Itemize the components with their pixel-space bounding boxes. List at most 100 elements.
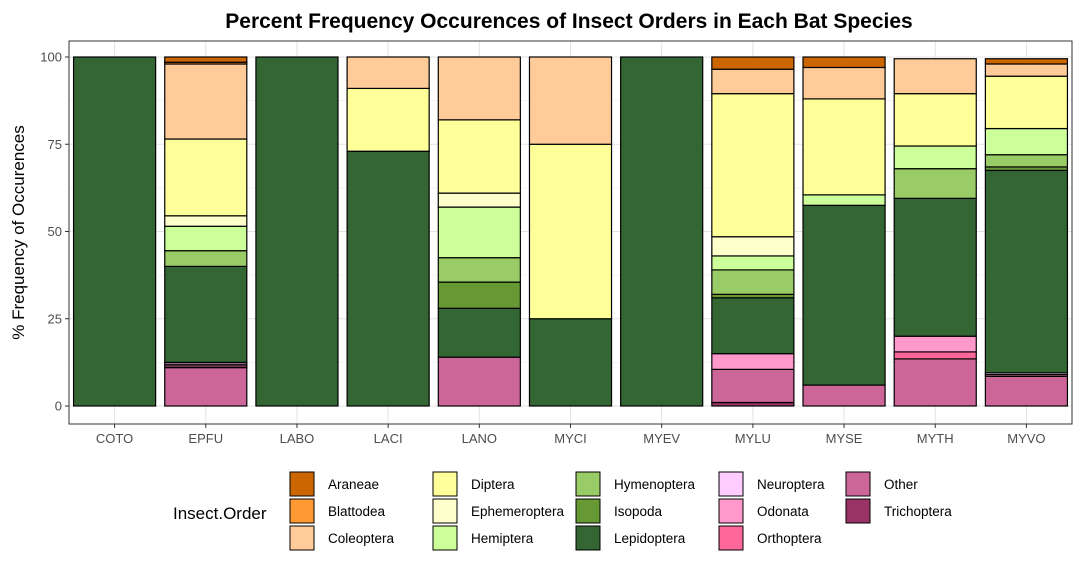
- bar-mylu-other: [711, 368, 795, 404]
- bar-epfu-diptera: [164, 138, 248, 217]
- bar-myth-coleoptera: [893, 58, 977, 95]
- bar-mylu-diptera: [711, 93, 795, 238]
- bar-laci-lepidoptera: [346, 150, 430, 407]
- y-tick-label: 25: [48, 311, 62, 326]
- bar-epfu-hymenoptera: [164, 250, 248, 268]
- x-tick-label-myth: MYTH: [917, 431, 954, 446]
- y-axis-title: % Frequency of Occurences: [9, 125, 28, 339]
- legend-label-araneae: Araneae: [328, 477, 379, 492]
- bar-mylu-hemiptera: [711, 255, 795, 271]
- legend-label-other: Other: [884, 477, 918, 492]
- x-tick-label-myci: MYCI: [554, 431, 587, 446]
- y-axis-ticks: 0 25 50 75 100: [40, 50, 69, 414]
- bar-myth-diptera: [893, 93, 977, 147]
- x-tick-label-laci: LACI: [374, 431, 403, 446]
- y-tick-label: 50: [48, 224, 62, 239]
- bar-myse-other: [802, 384, 886, 407]
- bar-epfu-hemiptera: [164, 225, 248, 252]
- bar-myvo-other: [984, 375, 1069, 407]
- bar-mylu-hymenoptera: [711, 269, 795, 295]
- bar-epfu-other: [164, 367, 248, 407]
- bar-myci-coleoptera: [528, 56, 613, 145]
- legend-key-hymenoptera: [575, 471, 601, 497]
- bar-mylu-lepidoptera: [711, 297, 795, 355]
- bar-lano-isopoda: [437, 281, 521, 309]
- x-tick-label-lano: LANO: [462, 431, 497, 446]
- bar-mylu-odonata: [711, 353, 795, 370]
- bar-laci-diptera: [346, 87, 430, 152]
- legend-label-blattodea: Blattodea: [328, 504, 386, 519]
- legend-key-neuroptera: [718, 471, 744, 497]
- x-axis-ticks: COTO EPFU LABO LACI LANO MYCI MYEV MYLU MYSE MYTH…: [96, 424, 1046, 446]
- bar-epfu-ephemeroptera: [164, 215, 248, 227]
- x-tick-label-myvo: MYVO: [1007, 431, 1045, 446]
- legend-key-ephemeroptera: [432, 498, 458, 524]
- bar-myse-coleoptera: [802, 66, 886, 100]
- x-tick-label-mylu: MYLU: [735, 431, 771, 446]
- legend-key-trichoptera: [845, 498, 871, 524]
- legend-label-lepidoptera: Lepidoptera: [614, 531, 686, 546]
- x-tick-label-labo: LABO: [280, 431, 315, 446]
- bar-labo-lepidoptera: [255, 56, 339, 407]
- bar-myse-lepidoptera: [802, 204, 886, 386]
- legend-key-orthoptera: [718, 525, 744, 551]
- legend-label-ephemeroptera: Ephemeroptera: [471, 504, 565, 519]
- bar-myvo-araneae: [984, 58, 1069, 65]
- bar-epfu-lepidoptera: [164, 265, 248, 363]
- bar-myvo-coleoptera: [984, 63, 1069, 77]
- bar-myvo-hemiptera: [984, 127, 1069, 156]
- bars-layer: [72, 56, 1069, 407]
- legend-label-odonata: Odonata: [757, 504, 809, 519]
- bar-lano-diptera: [437, 119, 521, 194]
- bar-myth-lepidoptera: [893, 197, 977, 337]
- legend-key-blattodea: [289, 498, 315, 524]
- y-tick-label: 100: [40, 50, 62, 65]
- bar-lano-other: [437, 356, 521, 407]
- legend-key-coleoptera: [289, 525, 315, 551]
- bar-lano-ephemeroptera: [437, 192, 521, 208]
- legend-label-hemiptera: Hemiptera: [471, 531, 534, 546]
- bar-myci-lepidoptera: [528, 318, 613, 407]
- chart-title: Percent Frequency Occurences of Insect O…: [225, 10, 912, 33]
- bar-myev-lepidoptera: [620, 56, 704, 407]
- y-tick-label: 75: [48, 137, 62, 152]
- bar-myse-araneae: [802, 56, 886, 69]
- bar-epfu-coleoptera: [164, 63, 248, 140]
- bar-coto-lepidoptera: [72, 56, 157, 407]
- legend-key-diptera: [432, 471, 458, 497]
- bar-myvo-lepidoptera: [984, 169, 1069, 374]
- x-tick-label-myse: MYSE: [826, 431, 863, 446]
- bar-mylu-araneae: [711, 56, 795, 70]
- legend: Insect.Order Araneae Blattodea Coleoptera D…: [173, 471, 952, 551]
- legend-label-diptera: Diptera: [471, 477, 515, 492]
- bar-mylu-coleoptera: [711, 68, 795, 95]
- legend-key-odonata: [718, 498, 744, 524]
- legend-label-hymenoptera: Hymenoptera: [614, 477, 696, 492]
- legend-key-isopoda: [575, 498, 601, 524]
- bar-myvo-diptera: [984, 75, 1069, 130]
- legend-label-neuroptera: Neuroptera: [757, 477, 825, 492]
- bar-lano-lepidoptera: [437, 307, 521, 358]
- bar-epfu-araneae: [164, 56, 248, 63]
- bar-myth-hemiptera: [893, 145, 977, 170]
- bar-laci-coleoptera: [346, 56, 430, 90]
- bar-myth-orthoptera: [893, 351, 977, 360]
- bar-myvo-hymenoptera: [984, 154, 1069, 168]
- bar-myth-odonata: [893, 335, 977, 353]
- bar-myse-hemiptera: [802, 194, 886, 206]
- bar-myth-other: [893, 358, 977, 407]
- legend-key-araneae: [289, 471, 315, 497]
- legend-label-coleoptera: Coleoptera: [328, 531, 395, 546]
- y-tick-label: 0: [55, 399, 62, 414]
- legend-key-other: [845, 471, 871, 497]
- legend-title: Insect.Order: [173, 504, 267, 523]
- legend-key-hemiptera: [432, 525, 458, 551]
- bar-lano-hymenoptera: [437, 257, 521, 283]
- bar-myth-hymenoptera: [893, 168, 977, 199]
- bar-mylu-ephemeroptera: [711, 236, 795, 257]
- legend-label-isopoda: Isopoda: [614, 504, 663, 519]
- x-tick-label-myev: MYEV: [643, 431, 680, 446]
- bar-lano-hemiptera: [437, 206, 521, 259]
